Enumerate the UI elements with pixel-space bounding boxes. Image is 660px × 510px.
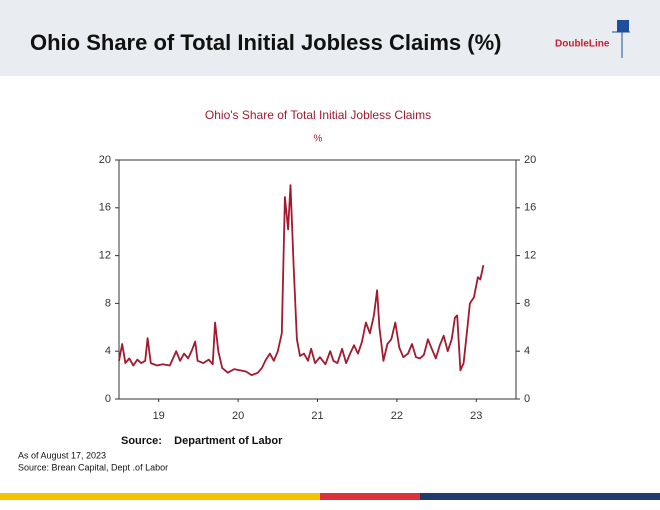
x-tick-label: 20 — [232, 410, 244, 422]
y-tick-label: 12 — [99, 250, 111, 262]
y2-tick-label: 12 — [524, 250, 536, 262]
chart-title: Ohio's Share of Total Initial Jobless Cl… — [205, 108, 431, 122]
footer-band — [320, 493, 420, 500]
y-tick-label: 4 — [105, 345, 111, 357]
y2-tick-label: 4 — [524, 345, 530, 357]
plot-frame — [118, 159, 517, 400]
slide-title: Ohio Share of Total Initial Jobless Clai… — [30, 30, 501, 55]
header-band — [0, 0, 660, 76]
y-tick-label: 16 — [99, 202, 111, 214]
x-tick-label: 22 — [391, 410, 403, 422]
y-tick-label: 0 — [105, 393, 111, 405]
data-line — [118, 184, 485, 376]
footer-band — [420, 493, 660, 500]
x-tick-label: 21 — [311, 410, 323, 422]
note: As of August 17, 2023 — [18, 450, 106, 460]
chart-source: Source: Department of Labor — [121, 435, 283, 447]
y2-tick-label: 16 — [524, 202, 536, 214]
y-tick-label: 8 — [105, 297, 111, 309]
y-tick-label: 20 — [99, 154, 111, 166]
x-tick-label: 23 — [470, 410, 482, 422]
note: Source: Brean Capital, Dept .of Labor — [18, 462, 168, 472]
y2-tick-label: 20 — [524, 154, 536, 166]
x-tick-label: 19 — [153, 410, 165, 422]
logo: DoubleLine — [555, 39, 610, 50]
chart-subtitle: % — [314, 134, 323, 145]
y2-tick-label: 8 — [524, 297, 530, 309]
y2-tick-label: 0 — [524, 393, 530, 405]
logo-mark — [617, 20, 629, 32]
footer-band — [0, 493, 320, 500]
